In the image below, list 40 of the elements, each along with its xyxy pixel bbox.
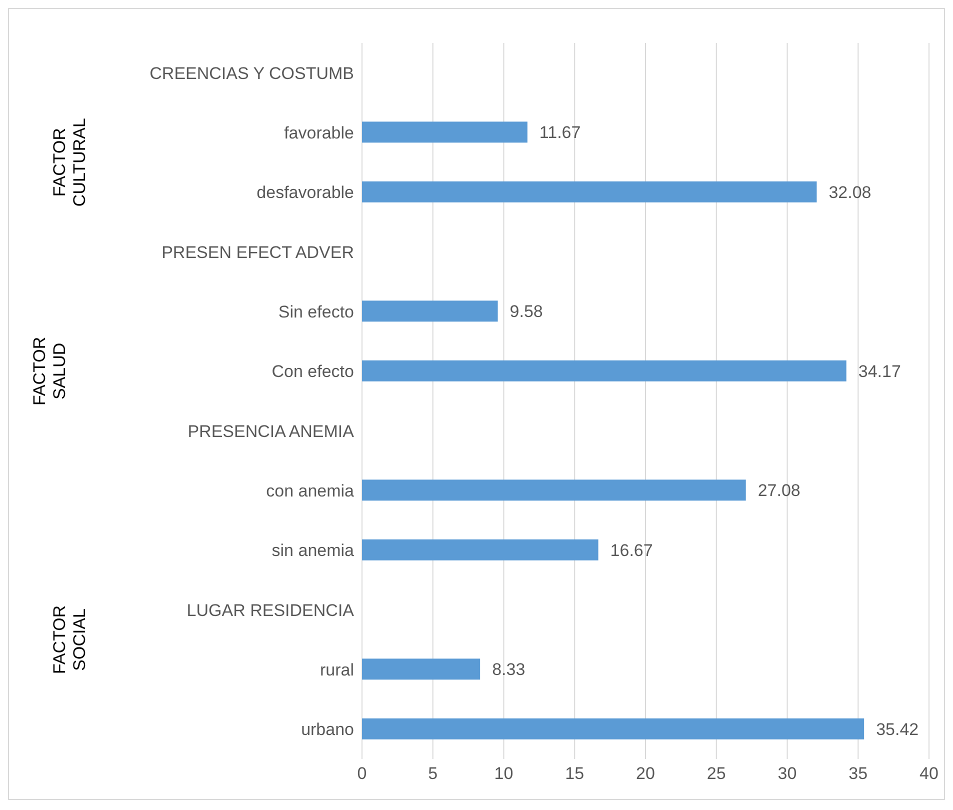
text: FACTOR CULTURAL	[50, 118, 89, 207]
x-tick-label: 35	[848, 764, 868, 784]
data-label: 32.08	[828, 182, 872, 202]
x-tick-label: 30	[778, 764, 797, 784]
x-tick-label: 0	[357, 764, 367, 784]
data-label: 9.58	[510, 302, 543, 322]
x-tick-label: 5	[428, 764, 438, 784]
bar	[362, 718, 864, 740]
bar	[362, 539, 598, 560]
y-tick-label: sin anemia	[272, 541, 355, 560]
y-tick-label: Sin efecto	[278, 302, 354, 322]
y-tick-label: con anemia	[266, 482, 355, 501]
x-tick-label: 40	[920, 764, 938, 784]
bar	[362, 300, 498, 322]
y-tick-label: favorable	[284, 124, 354, 143]
x-tick-label: 10	[494, 764, 514, 784]
data-label: 34.17	[858, 362, 901, 381]
data-label: 27.08	[758, 481, 800, 500]
text: FACTOR SALUD	[30, 336, 69, 406]
data-label: 16.67	[610, 540, 653, 560]
x-tick-label: 20	[636, 764, 655, 784]
bar	[362, 122, 528, 143]
data-label: 11.67	[539, 123, 581, 142]
y-tick-label: desfavorable	[256, 183, 354, 202]
x-tick-label: 25	[706, 764, 726, 784]
bar	[362, 658, 480, 680]
data-label: 8.33	[492, 660, 526, 680]
y-tick-label: PRESEN EFECT ADVER	[162, 242, 354, 262]
x-tick-label: 15	[565, 764, 584, 784]
y-tick-label: PRESENCIA ANEMIA	[188, 422, 355, 441]
y-tick-label: CREENCIAS Y COSTUMB	[150, 64, 354, 83]
bar	[362, 360, 846, 382]
y-tick-label: LUGAR RESIDENCIA	[186, 600, 355, 620]
y-tick-label: rural	[320, 660, 354, 680]
text: FACTOR SOCIAL	[50, 605, 89, 674]
bar	[362, 181, 817, 202]
bar	[362, 480, 746, 501]
data-label: 35.42	[876, 720, 919, 739]
y-tick-label: Con efecto	[272, 362, 354, 382]
y-tick-label: urbano	[301, 720, 354, 740]
